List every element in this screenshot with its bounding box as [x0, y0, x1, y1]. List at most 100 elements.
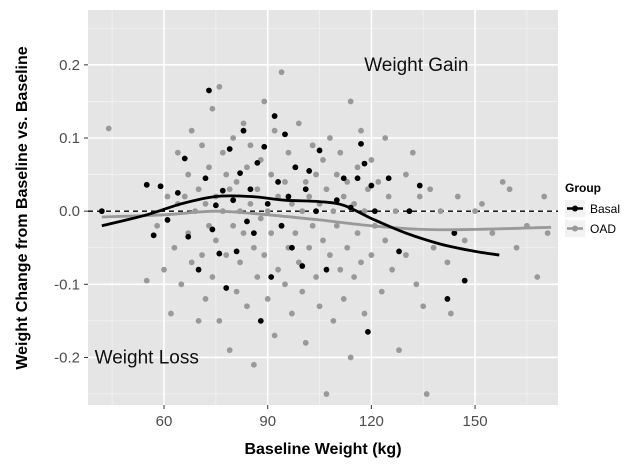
basal-point — [206, 87, 212, 94]
basal-point — [202, 175, 209, 182]
oad-point — [188, 127, 195, 134]
oad-point — [212, 237, 219, 244]
oad-point — [320, 237, 326, 244]
oad-point — [185, 171, 192, 178]
oad-point — [171, 244, 178, 251]
oad-point — [223, 171, 230, 178]
oad-point — [257, 215, 264, 222]
oad-point — [337, 149, 344, 156]
oad-point — [313, 171, 319, 178]
oad-point — [337, 266, 344, 273]
basal-point — [226, 146, 233, 152]
oad-point — [206, 164, 212, 171]
oad-point — [358, 127, 364, 134]
oad-point — [209, 274, 216, 280]
x-axis-label: Baseline Weight (kg) — [244, 441, 401, 458]
x-tick-label: 120 — [359, 413, 384, 430]
oad-point — [365, 186, 371, 193]
oad-point — [333, 171, 340, 178]
oad-point — [295, 259, 302, 266]
grid-major — [88, 10, 558, 405]
series-oad-smooth-line — [101, 209, 552, 232]
oad-point — [544, 230, 551, 237]
oad-point — [292, 230, 299, 237]
oad-point — [302, 178, 309, 185]
basal-point — [340, 175, 347, 182]
basal-point — [164, 217, 171, 223]
basal-point — [371, 208, 378, 215]
oad-point — [409, 149, 416, 156]
annotation-weight-loss: Weight Loss — [95, 347, 199, 368]
y-axis: -0.2 -0.1 0.0 0.1 0.2 — [54, 57, 88, 366]
oad-point — [403, 252, 409, 258]
oad-point — [271, 127, 278, 134]
oad-point — [295, 120, 302, 127]
oad-point — [271, 332, 278, 339]
oad-point — [447, 310, 454, 317]
oad-point — [216, 83, 223, 90]
plot-panel — [88, 10, 558, 405]
basal-point — [385, 175, 392, 182]
basal-point — [185, 233, 192, 240]
oad-point — [534, 274, 541, 280]
annotation-weight-gain: Weight Gain — [364, 55, 468, 76]
basal-point — [216, 250, 223, 257]
y-tick-label: 0.1 — [59, 130, 80, 147]
oad-point — [168, 310, 174, 317]
oad-point — [188, 259, 195, 266]
oad-point — [250, 361, 257, 368]
oad-point — [288, 200, 295, 207]
basal-point — [451, 230, 458, 237]
oad-point — [506, 186, 513, 193]
basal-point — [299, 263, 306, 269]
basal-point — [354, 175, 361, 182]
basal-point — [212, 202, 219, 209]
oad-point — [454, 193, 461, 200]
x-tick-label: 60 — [156, 413, 173, 430]
oad-point — [330, 317, 337, 324]
basal-point — [98, 208, 105, 215]
oad-point — [340, 296, 347, 302]
basal-point — [181, 155, 188, 162]
oad-point — [268, 171, 275, 178]
x-tick-label: 150 — [463, 413, 488, 430]
basal-point — [275, 178, 281, 185]
basal-point — [264, 200, 271, 207]
oad-point — [392, 208, 399, 215]
oad-point — [361, 310, 368, 317]
series-basal-points — [98, 87, 468, 335]
oad-point — [223, 252, 230, 258]
oad-point — [233, 288, 240, 295]
oad-point — [382, 237, 389, 244]
oad-point — [250, 244, 257, 251]
oad-point — [254, 186, 261, 193]
oad-point — [219, 149, 226, 156]
oad-point — [264, 296, 271, 302]
oad-point — [143, 277, 150, 284]
basal-point — [365, 328, 371, 335]
oad-point — [351, 274, 358, 280]
x-axis: 60 90 120 150 — [156, 405, 488, 430]
legend-title: Group — [565, 181, 601, 195]
oad-point — [299, 208, 306, 215]
y-tick-label: -0.1 — [54, 276, 80, 293]
oad-point — [309, 142, 316, 149]
y-tick-label: 0.2 — [59, 57, 80, 74]
basal-point — [461, 277, 468, 284]
oad-point — [368, 157, 375, 163]
oad-point — [499, 178, 506, 185]
oad-point — [199, 142, 205, 149]
oad-point — [181, 193, 188, 200]
oad-point — [444, 259, 451, 266]
oad-point — [306, 193, 313, 200]
oad-point — [209, 105, 216, 112]
oad-point — [461, 237, 468, 244]
oad-point — [206, 222, 212, 229]
basal-point — [313, 208, 319, 215]
oad-point — [226, 186, 233, 193]
x-tick-label: 90 — [259, 413, 276, 430]
basal-point — [278, 222, 285, 229]
legend-item-basal: Basal — [565, 200, 620, 217]
oad-point — [233, 178, 240, 185]
legend: Group Basal OAD — [565, 181, 620, 237]
